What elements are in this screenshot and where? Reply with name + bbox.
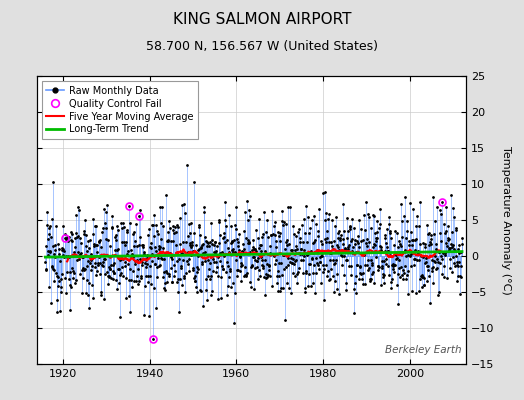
Text: Berkeley Earth: Berkeley Earth xyxy=(386,345,462,355)
Text: KING SALMON AIRPORT: KING SALMON AIRPORT xyxy=(173,12,351,27)
Legend: Raw Monthly Data, Quality Control Fail, Five Year Moving Average, Long-Term Tren: Raw Monthly Data, Quality Control Fail, … xyxy=(41,81,198,139)
Y-axis label: Temperature Anomaly (°C): Temperature Anomaly (°C) xyxy=(501,146,511,294)
Text: 58.700 N, 156.567 W (United States): 58.700 N, 156.567 W (United States) xyxy=(146,40,378,53)
